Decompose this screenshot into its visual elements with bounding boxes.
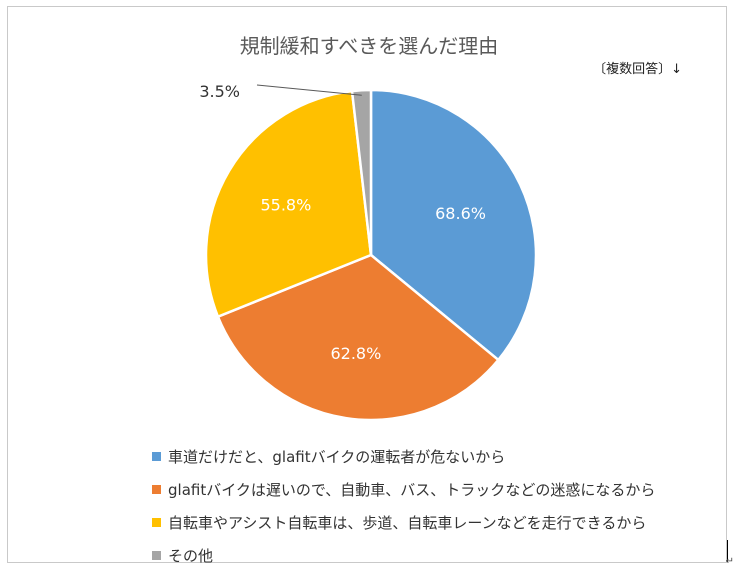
slice-data-label-3: 55.8% — [260, 195, 311, 214]
legend-swatch-1 — [152, 452, 161, 461]
legend-item-4: その他 — [152, 539, 655, 572]
chart-legend: 車道だけだと、glafitバイクの運転者が危ないから glafitバイクは遅いので… — [152, 440, 655, 572]
slice-data-label-4: 3.5% — [199, 82, 240, 101]
legend-item-1: 車道だけだと、glafitバイクの運転者が危ないから — [152, 440, 655, 473]
pie-slice-2 — [216, 253, 501, 422]
legend-swatch-4 — [152, 551, 161, 560]
return-mark: ↵ — [725, 556, 734, 567]
chart-title: 規制緩和すべきを選んだ理由 — [239, 34, 499, 58]
legend-label-1: 車道だけだと、glafitバイクの運転者が危ないから — [168, 448, 506, 466]
cursor-marker — [727, 540, 728, 562]
legend-item-3: 自転車やアシスト自転車は、歩道、自転車レーンなどを走行できるから — [152, 506, 655, 539]
legend-label-4: その他 — [168, 547, 214, 565]
slice-data-label-1: 68.6% — [435, 204, 486, 223]
pie-slice-4 — [350, 88, 373, 256]
pie-slice-3 — [204, 89, 373, 319]
legend-label-3: 自転車やアシスト自転車は、歩道、自転車レーンなどを走行できるから — [168, 514, 647, 532]
pie-slice-1 — [369, 88, 538, 362]
leader-line-4 — [256, 84, 362, 96]
legend-swatch-2 — [152, 485, 161, 494]
slice-data-label-2: 62.8% — [330, 344, 381, 363]
multiple-answer-note: 〔複数回答〕↓ — [593, 62, 682, 77]
legend-label-2: glafitバイクは遅いので、自動車、バス、トラックなどの迷惑になるから — [168, 481, 656, 499]
legend-swatch-3 — [152, 518, 161, 527]
legend-item-2: glafitバイクは遅いので、自動車、バス、トラックなどの迷惑になるから — [152, 473, 655, 506]
